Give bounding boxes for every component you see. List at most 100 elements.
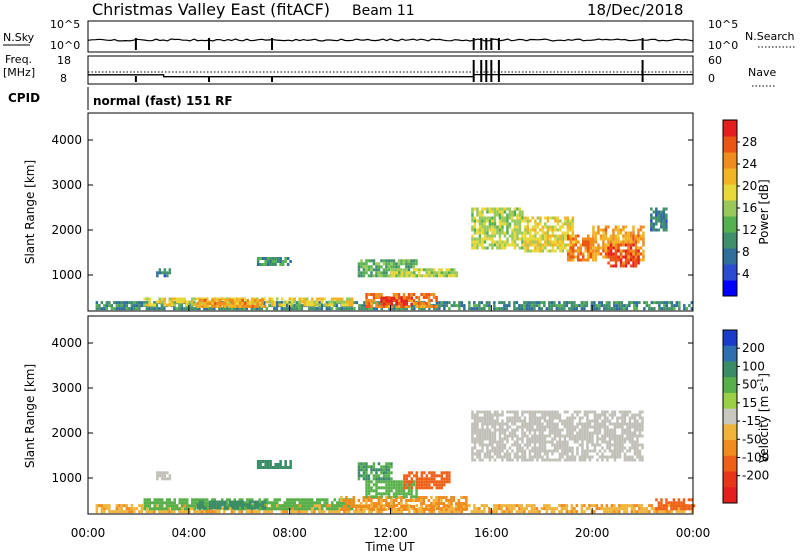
echo-cell [216, 503, 219, 507]
echo-cell [620, 301, 624, 305]
echo-cell [613, 458, 617, 462]
echo-cell [341, 297, 344, 301]
echo-cell [357, 468, 361, 472]
echo-cell [274, 263, 277, 266]
echo-cell [448, 471, 451, 475]
echo-cell [648, 304, 651, 308]
echo-cell [607, 237, 610, 241]
echo-cell [625, 510, 629, 514]
echo-cell [323, 501, 326, 505]
echo-cell [521, 422, 524, 426]
echo-cell [531, 434, 534, 438]
echo-cell [636, 449, 639, 453]
echo-cell [513, 440, 517, 444]
echo-cell [650, 222, 653, 226]
echo-cell [493, 504, 496, 508]
echo-cell [143, 507, 146, 511]
echo-cell [310, 510, 314, 514]
echo-cell [372, 489, 376, 493]
echo-cell [423, 274, 426, 278]
echo-cell [631, 416, 634, 420]
echo-cell [223, 307, 226, 311]
echo-cell [370, 271, 373, 275]
echo-cell [258, 503, 262, 507]
echo-cell [607, 252, 610, 256]
echo-cell [476, 413, 479, 417]
echo-cell [536, 237, 540, 241]
echo-cell [452, 499, 456, 502]
echo-cell [405, 495, 408, 499]
echo-cell [281, 260, 285, 263]
echo-cell [166, 507, 169, 511]
echo-cell [668, 510, 671, 514]
echo-cell [357, 499, 361, 502]
echo-cell [672, 504, 676, 508]
echo-cell [553, 449, 557, 453]
echo-cell [601, 425, 604, 429]
echo-cell [256, 460, 260, 463]
echo-cell [496, 416, 499, 420]
echo-cell [181, 498, 184, 502]
echo-cell [400, 296, 403, 300]
echo-cell [323, 510, 326, 514]
echo-cell [163, 507, 166, 511]
echo-cell [318, 501, 321, 505]
echo-cell [543, 437, 547, 441]
echo-cell [536, 231, 540, 235]
echo-cell [601, 413, 604, 417]
echo-cell [283, 300, 286, 304]
echo-cell [553, 434, 557, 438]
echo-cell [315, 307, 319, 311]
echo-cell [553, 431, 557, 435]
echo-cell [400, 486, 403, 490]
echo-cell [342, 508, 346, 511]
echo-cell [178, 307, 181, 311]
echo-cell [478, 510, 481, 514]
echo-cell [521, 458, 524, 462]
echo-cell [525, 304, 529, 308]
echo-cell [518, 237, 522, 241]
echo-cell [662, 213, 666, 217]
echo-cell [407, 508, 411, 511]
echo-cell [553, 301, 556, 305]
echo-cell [508, 304, 511, 308]
echo-cell [370, 505, 373, 508]
echo-cell [576, 434, 579, 438]
echo-cell [506, 434, 509, 438]
echo-cell [563, 419, 567, 423]
echo-cell [323, 498, 326, 502]
echo-cell [506, 428, 509, 432]
echo-cell [523, 422, 527, 426]
echo-cell [377, 265, 381, 269]
echo-cell [657, 219, 661, 223]
echo-cell [345, 508, 348, 511]
echo-cell [415, 499, 418, 502]
echo-cell [213, 500, 217, 504]
echo-cell [546, 410, 549, 414]
echo-cell [385, 496, 388, 499]
echo-cell [591, 449, 594, 453]
echo-cell [518, 225, 522, 229]
echo-cell [571, 219, 575, 223]
echo-cell [503, 231, 507, 235]
echo-cell [163, 297, 166, 301]
echo-cell [478, 225, 482, 229]
echo-cell [352, 496, 356, 499]
echo-cell [360, 468, 363, 472]
echo-cell [357, 268, 361, 272]
echo-cell [561, 243, 565, 247]
velocity-echo-region [403, 471, 451, 490]
echo-cell [583, 458, 587, 462]
echo-cell [533, 428, 537, 432]
echo-cell [103, 510, 106, 514]
echo-cell [201, 500, 204, 504]
echo-cell [433, 474, 436, 478]
echo-cell [143, 301, 146, 305]
echo-cell [642, 240, 645, 244]
echo-cell [375, 486, 378, 490]
echo-cell [375, 502, 378, 505]
echo-cell [208, 303, 211, 307]
echo-cell [500, 507, 504, 511]
echo-cell [590, 301, 594, 305]
echo-cell [478, 507, 481, 511]
